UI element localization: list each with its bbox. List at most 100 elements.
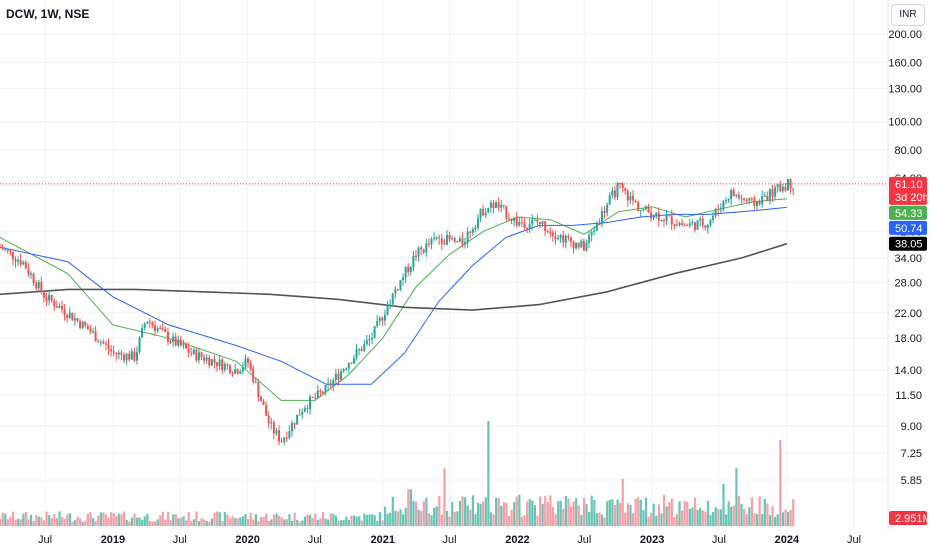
currency-button[interactable]: INR xyxy=(891,4,925,26)
moving-average-line xyxy=(0,206,787,385)
volume-bar xyxy=(779,439,782,526)
candle-body xyxy=(660,219,663,221)
volume-bar xyxy=(63,519,66,526)
candle-body xyxy=(730,189,733,200)
candle-body xyxy=(355,349,358,358)
volume-bar xyxy=(133,514,136,526)
volume-bar xyxy=(740,503,743,526)
candle-body xyxy=(288,431,291,438)
volume-bar xyxy=(223,511,226,526)
volume-bar xyxy=(285,519,288,526)
candle-body xyxy=(737,194,740,199)
symbol-title: DCW, 1W, NSE xyxy=(6,7,90,21)
candle-body xyxy=(55,306,58,308)
candle-body xyxy=(701,218,704,226)
candle-body xyxy=(606,204,609,213)
candle-body xyxy=(71,312,74,321)
volume-bar xyxy=(182,516,185,526)
candle-body xyxy=(611,190,614,196)
volume-bar xyxy=(487,421,490,526)
volume-bar xyxy=(611,499,614,526)
volume-bar xyxy=(293,512,296,526)
candle-body xyxy=(239,371,242,374)
candle-body xyxy=(673,224,676,226)
candle-body xyxy=(262,401,265,405)
candle-body xyxy=(435,237,438,239)
volume-bar xyxy=(306,514,309,526)
candle-body xyxy=(582,240,585,251)
volume-bar xyxy=(272,514,276,526)
volume-bar xyxy=(443,468,446,526)
candle-body xyxy=(564,235,567,243)
volume-bar xyxy=(151,521,154,526)
volume-bar xyxy=(265,513,268,526)
volume-bar xyxy=(203,519,206,526)
candle-body xyxy=(378,317,381,321)
volume-bar xyxy=(538,496,542,526)
volume-bar xyxy=(123,511,126,526)
candle-body xyxy=(216,362,219,367)
y-tick-label: 34.00 xyxy=(894,253,922,265)
candle-body xyxy=(763,195,766,197)
volume-bar xyxy=(402,514,405,526)
candle-body xyxy=(464,242,467,245)
y-tick-label: 200.00 xyxy=(888,29,922,41)
candle-body xyxy=(402,277,405,280)
candle-body xyxy=(373,326,376,338)
volume-bar xyxy=(86,513,90,526)
volume-bar xyxy=(683,501,686,526)
volume-bar xyxy=(606,501,609,526)
volume-bar xyxy=(146,514,149,526)
candle-body xyxy=(515,217,518,226)
candle-body xyxy=(283,437,286,442)
volume-bar xyxy=(737,495,741,526)
volume-bar xyxy=(768,515,772,526)
volume-bar xyxy=(404,507,407,526)
candle-body xyxy=(115,352,118,355)
y-tick-label: 11.50 xyxy=(895,390,922,402)
volume-bar xyxy=(665,506,668,526)
candle-body xyxy=(427,243,430,245)
volume-bar xyxy=(753,513,756,526)
candle-body xyxy=(383,314,386,321)
candle-body xyxy=(420,247,423,250)
volume-bar xyxy=(681,510,684,526)
volume-bar xyxy=(497,497,500,526)
candle-body xyxy=(19,259,22,265)
candle-body xyxy=(595,223,598,231)
candle-body xyxy=(66,314,69,318)
volume-bar xyxy=(585,503,588,526)
volume-bar xyxy=(469,509,472,526)
candle-body xyxy=(469,231,472,233)
volume-bar xyxy=(141,520,144,526)
candle-body xyxy=(743,198,746,200)
candle-body xyxy=(236,369,239,374)
volume-bar xyxy=(758,496,761,526)
volume-bar xyxy=(174,514,177,526)
candle-body xyxy=(321,391,324,394)
volume-bar xyxy=(138,517,141,526)
candle-body xyxy=(647,206,650,213)
volume-bar xyxy=(386,513,389,526)
candle-body xyxy=(247,358,250,363)
y-tick-label: 18.00 xyxy=(894,333,922,345)
candle-body xyxy=(580,240,583,248)
candle-body xyxy=(753,198,756,206)
candle-body xyxy=(30,273,33,275)
candle-body xyxy=(352,357,355,364)
volume-bar xyxy=(1,512,4,526)
volume-bar xyxy=(125,520,128,526)
volume-bar xyxy=(626,503,630,526)
candle-body xyxy=(655,212,658,217)
volume-bar xyxy=(600,514,604,526)
volume-bars xyxy=(0,421,795,526)
volume-bar xyxy=(789,510,792,526)
volume-bar xyxy=(631,513,635,526)
candle-body xyxy=(265,404,268,416)
candle-body xyxy=(761,196,764,205)
y-tick-label: 130.00 xyxy=(888,84,922,96)
volume-bar xyxy=(218,512,221,526)
candle-body xyxy=(345,368,348,370)
candle-body xyxy=(396,289,399,291)
